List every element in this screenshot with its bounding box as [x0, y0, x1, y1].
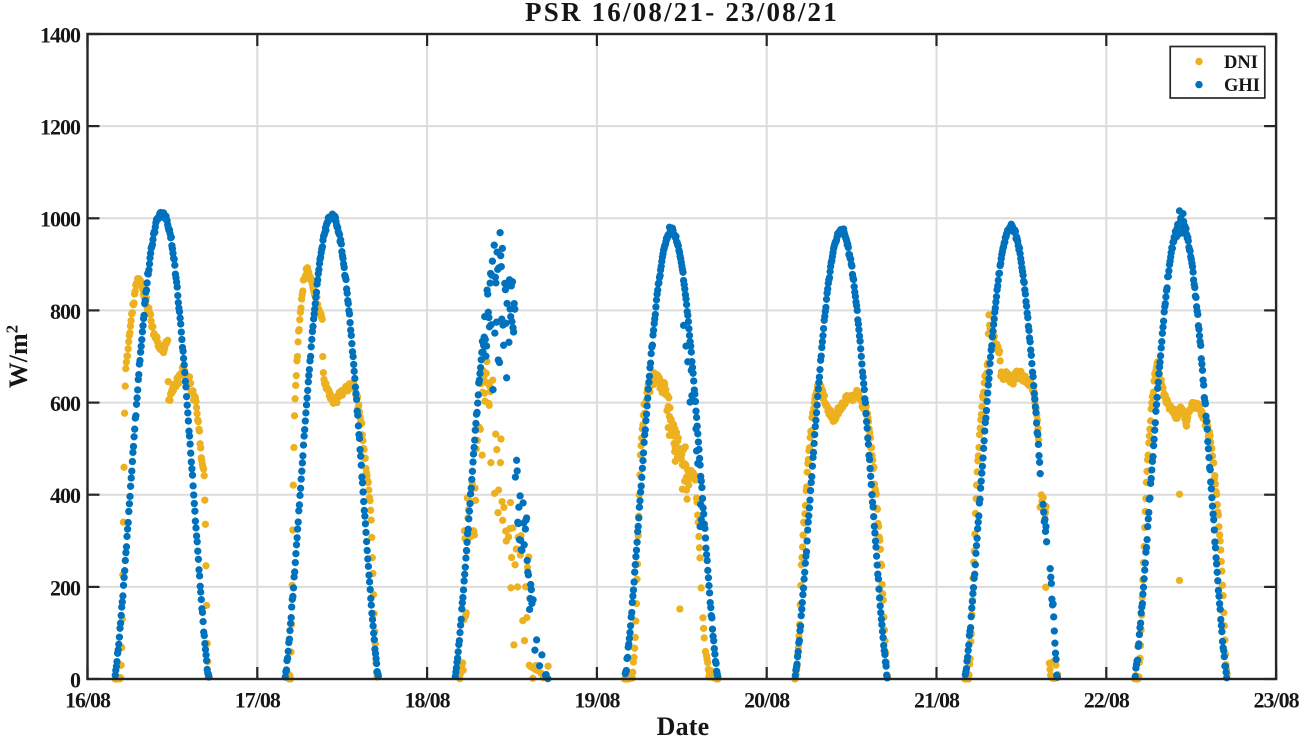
svg-text:400: 400 [50, 483, 81, 508]
svg-text:21/08: 21/08 [914, 688, 960, 713]
svg-text:W/m2: W/m2 [3, 325, 34, 388]
svg-text:16/08: 16/08 [65, 688, 111, 713]
svg-text:19/08: 19/08 [574, 688, 620, 713]
svg-text:Date: Date [657, 712, 710, 739]
svg-text:0: 0 [70, 667, 81, 692]
svg-text:PSR 16/08/21- 23/08/21: PSR 16/08/21- 23/08/21 [525, 0, 839, 27]
svg-text:800: 800 [50, 299, 81, 324]
svg-text:17/08: 17/08 [235, 688, 281, 713]
svg-text:20/08: 20/08 [744, 688, 790, 713]
svg-text:GHI: GHI [1224, 76, 1260, 96]
svg-text:DNI: DNI [1224, 53, 1258, 73]
svg-text:22/08: 22/08 [1084, 688, 1130, 713]
svg-text:600: 600 [50, 391, 81, 416]
svg-text:200: 200 [50, 575, 81, 600]
svg-text:1400: 1400 [40, 22, 81, 47]
svg-text:1200: 1200 [40, 115, 81, 140]
svg-text:23/08: 23/08 [1254, 688, 1300, 713]
svg-text:1000: 1000 [40, 207, 81, 232]
svg-text:18/08: 18/08 [405, 688, 451, 713]
